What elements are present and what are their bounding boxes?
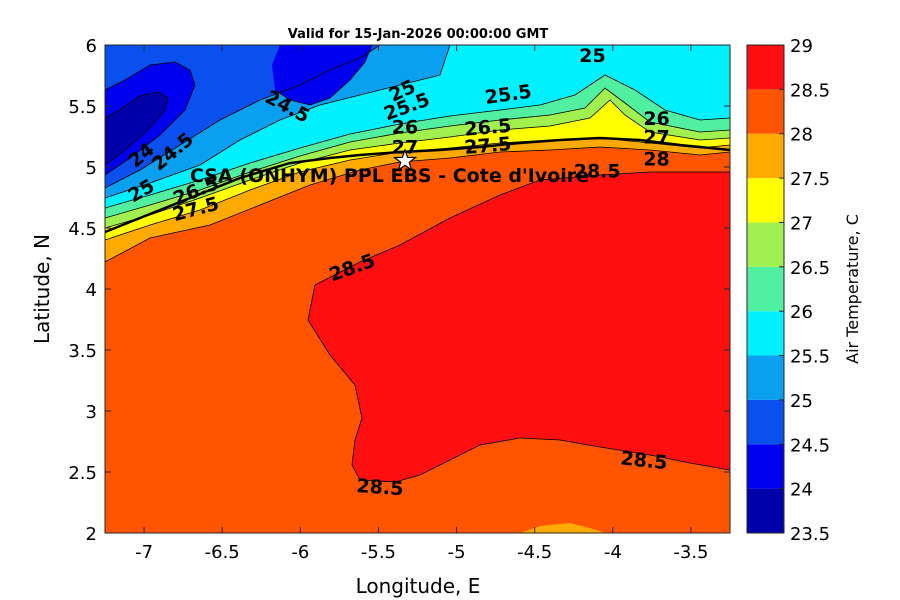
y-tick-label: 3 xyxy=(86,402,97,423)
x-axis-label: Longitude, E xyxy=(356,574,481,598)
x-tick-label: -6.5 xyxy=(205,542,240,563)
y-tick-label: 3.5 xyxy=(68,341,97,362)
y-tick-label: 4 xyxy=(86,280,97,301)
colorbar-tick-label: 24 xyxy=(790,480,813,501)
x-tick-label: -4 xyxy=(604,542,622,563)
colorbar-swatch xyxy=(747,133,784,179)
colorbar-swatch xyxy=(747,488,784,533)
contour-label: 26 xyxy=(643,108,669,130)
colorbar-tick-label: 27.5 xyxy=(790,169,830,190)
colorbar-tick-label: 23.5 xyxy=(790,524,830,545)
contour-label: 27.5 xyxy=(464,133,513,159)
colorbar-swatch xyxy=(747,89,784,134)
x-tick-label: -3.5 xyxy=(673,542,708,563)
map-title: Valid for 15-Jan-2026 00:00:00 GMT xyxy=(288,27,549,42)
colorbar-tick-label: 28.5 xyxy=(790,80,830,101)
y-tick-label: 2.5 xyxy=(68,463,97,484)
field-28.5-29 xyxy=(308,172,730,482)
colorbar-swatch xyxy=(747,399,784,445)
colorbar-frame xyxy=(746,44,785,534)
contour-label: 27 xyxy=(392,136,418,158)
colorbar-tick-label: 29 xyxy=(790,36,813,57)
field-24-24.5-north xyxy=(272,45,372,105)
contour-lines xyxy=(105,45,730,483)
colorbar: 23.5 24 24.5 25 25.5 26 26.5 27 27.5 28 28.5 29 xyxy=(746,36,830,545)
colorbar-swatch xyxy=(747,266,784,312)
colorbar-tick-label: 28 xyxy=(790,125,813,146)
colorbar-label: Air Temperature, C xyxy=(843,214,862,364)
contour-label: 27 xyxy=(643,127,669,149)
contour-label: 28.5 xyxy=(619,447,668,474)
x-tick-label: -5.5 xyxy=(361,542,396,563)
contour-label: 28.5 xyxy=(574,161,621,183)
contour-label: 26.5 xyxy=(464,115,513,141)
field-23.5-24 xyxy=(105,92,168,165)
colorbar-swatch xyxy=(747,222,784,267)
colorbar-swatch xyxy=(747,45,784,90)
site-marker xyxy=(392,148,418,172)
contour-label: 25 xyxy=(579,45,605,67)
colorbar-swatch xyxy=(747,178,784,223)
contour-label: 28.5 xyxy=(356,475,404,500)
star-icon xyxy=(392,148,418,172)
y-tick-label: 5.5 xyxy=(68,97,97,118)
x-tick-label: -6 xyxy=(291,542,309,563)
y-axis-ticks: 2 2.5 3 3.5 4 4.5 5 5.5 6 xyxy=(68,36,730,545)
colorbar-tick-label: 24.5 xyxy=(790,435,830,456)
x-axis-ticks: -7 -6.5 -6 -5.5 -5 -4.5 -4 -3.5 xyxy=(135,45,709,563)
y-axis-label: Latitude, N xyxy=(30,234,54,344)
y-tick-label: 4.5 xyxy=(68,219,97,240)
colorbar-tick-label: 26 xyxy=(790,302,813,323)
x-tick-label: -5 xyxy=(448,542,466,563)
colorbar-swatch xyxy=(747,311,784,356)
colorbar-tick-label: 25 xyxy=(790,391,813,412)
y-tick-label: 5 xyxy=(86,158,97,179)
x-tick-label: -7 xyxy=(135,542,153,563)
coastline xyxy=(105,136,730,234)
y-tick-label: 6 xyxy=(86,36,97,57)
y-tick-label: 2 xyxy=(86,524,97,545)
x-tick-label: -4.5 xyxy=(517,542,552,563)
site-label: CSA (ONHYM) PPL EBS - Cote d'Ivoire xyxy=(190,165,589,187)
temperature-field xyxy=(105,45,730,533)
colorbar-tick-label: 25.5 xyxy=(790,347,830,368)
colorbar-swatch xyxy=(747,355,784,400)
contour-label: 26 xyxy=(392,117,418,139)
contour-label: 28 xyxy=(643,148,669,170)
colorbar-tick-label: 27 xyxy=(790,213,813,234)
colorbar-tick-label: 26.5 xyxy=(790,258,830,279)
colorbar-swatch xyxy=(747,444,784,489)
field-warm-spot xyxy=(520,523,605,533)
